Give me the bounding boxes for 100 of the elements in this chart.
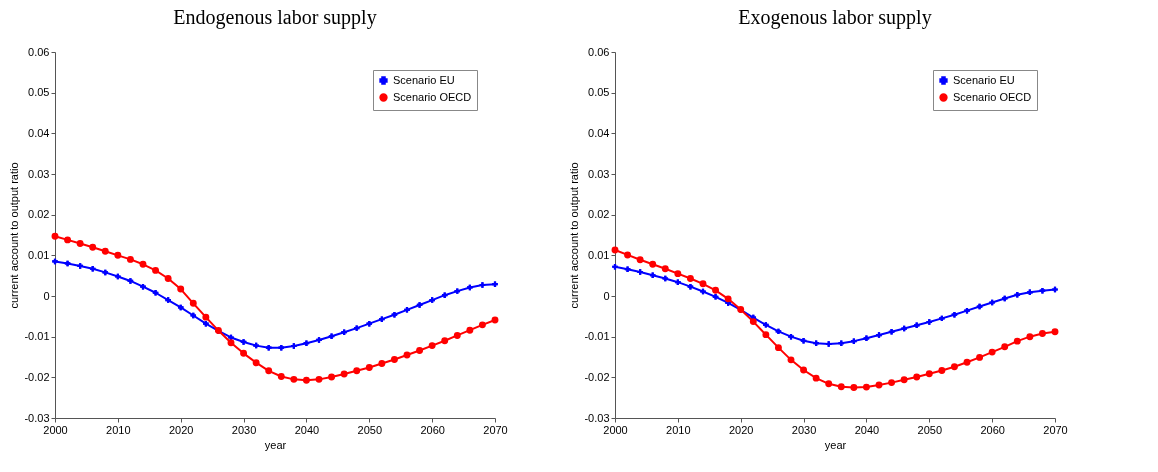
x-tick-label: 2000 (603, 423, 628, 436)
point (127, 278, 134, 284)
point (888, 329, 895, 335)
point (612, 263, 618, 270)
point (291, 343, 297, 349)
point (404, 307, 410, 313)
point (1039, 287, 1046, 294)
chart-title: Endogenous labor supply (173, 6, 377, 29)
y-tick-label: 0.02 (588, 208, 610, 221)
point (687, 283, 694, 290)
legend-label: Scenario EU (393, 73, 455, 86)
point (203, 320, 209, 327)
legend-label: Scenario OECD (393, 90, 472, 103)
point (876, 332, 882, 338)
x-tick-label: 2070 (483, 423, 508, 436)
legend-label: Scenario OECD (953, 90, 1032, 103)
chart-title: Exogenous labor supply (738, 6, 932, 29)
point (52, 258, 58, 265)
point (863, 335, 870, 342)
point (901, 325, 907, 332)
point (492, 281, 498, 287)
point (303, 340, 310, 346)
x-tick-label: 2060 (420, 423, 445, 436)
x-tick-label: 2020 (168, 423, 194, 436)
point (712, 294, 719, 300)
point (479, 282, 486, 288)
point (976, 303, 983, 310)
legend-label: Scenario EU (953, 73, 1015, 86)
y-tick-label: -0.01 (584, 330, 610, 343)
y-tick-label: 0.05 (28, 86, 50, 99)
y-tick-label: 0 (43, 289, 50, 302)
point (77, 263, 83, 269)
x-axis-title: year (264, 438, 287, 451)
point (1052, 286, 1058, 293)
point (441, 292, 448, 298)
y-tick-label: 0.04 (588, 126, 610, 139)
point (939, 315, 945, 322)
y-tick-label: 0.06 (588, 45, 610, 58)
point (190, 312, 197, 319)
x-tick-label: 2040 (294, 423, 320, 436)
point (951, 311, 958, 318)
x-tick-label: 2030 (231, 423, 257, 436)
point (467, 284, 473, 291)
x-tick-label: 2050 (357, 423, 383, 436)
point (152, 290, 159, 296)
x-tick-label: 2060 (980, 423, 1005, 436)
point (253, 342, 259, 349)
x-tick-label: 2020 (728, 423, 754, 436)
point (624, 266, 631, 272)
y-axis-title: current account to output ratio (8, 162, 21, 309)
x-axis-title: year (824, 438, 847, 451)
point (115, 273, 121, 280)
y-tick-label: 0.04 (28, 126, 50, 139)
point (763, 322, 769, 328)
point (64, 260, 71, 267)
y-tick-label: 0 (603, 289, 610, 302)
point (838, 340, 845, 346)
point (1027, 289, 1033, 296)
y-tick-label: 0.01 (588, 248, 610, 261)
point (328, 333, 335, 339)
point (353, 325, 360, 331)
point (662, 275, 669, 282)
point (1001, 295, 1008, 302)
point (1014, 292, 1021, 298)
point (851, 338, 857, 344)
y-tick-label: -0.03 (24, 411, 50, 424)
y-tick-label: -0.01 (24, 330, 50, 343)
point (140, 283, 146, 290)
point (454, 288, 461, 294)
y-tick-label: 0.06 (28, 45, 50, 58)
x-tick-label: 2010 (666, 423, 691, 436)
point (926, 319, 933, 325)
point (391, 311, 398, 318)
point (788, 333, 794, 340)
point (341, 329, 347, 335)
y-tick-label: -0.03 (584, 411, 610, 424)
point (429, 297, 435, 303)
point (813, 340, 819, 346)
y-tick-label: 0.03 (588, 167, 610, 180)
y-tick-label: 0.05 (588, 86, 610, 99)
x-tick-label: 2000 (43, 423, 68, 436)
point (102, 269, 109, 276)
y-axis-title: current account to output ratio (568, 162, 581, 309)
y-tick-label: 0.03 (28, 167, 50, 180)
point (989, 299, 995, 306)
point (416, 302, 423, 308)
x-tick-label: 2040 (854, 423, 880, 436)
point (964, 307, 970, 314)
x-tick-label: 2050 (917, 423, 943, 436)
point (240, 339, 247, 345)
point (800, 337, 807, 344)
point (775, 328, 782, 335)
point (165, 297, 171, 303)
y-tick-label: -0.02 (584, 370, 610, 383)
x-tick-label: 2030 (791, 423, 817, 436)
x-tick-label: 2010 (106, 423, 131, 436)
point (379, 316, 385, 322)
x-tick-label: 2070 (1043, 423, 1068, 436)
y-tick-label: 0.01 (28, 248, 50, 261)
y-tick-label: -0.02 (24, 370, 50, 383)
